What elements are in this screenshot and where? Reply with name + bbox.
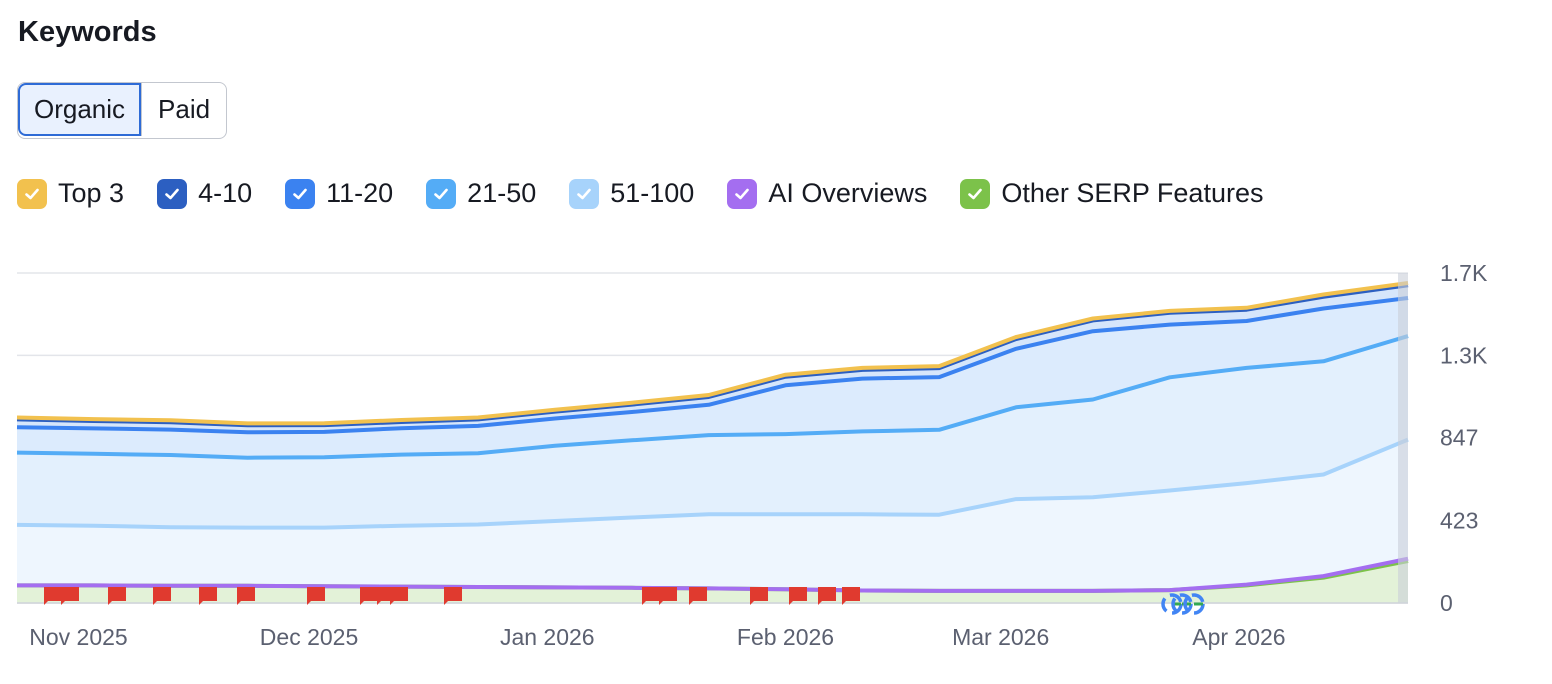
series-line-21-50 xyxy=(16,334,1409,460)
y-tick-label: 1.7K xyxy=(1440,260,1488,286)
event-flag-icon xyxy=(842,587,860,605)
check-icon xyxy=(569,178,600,209)
x-tick-label: Dec 2025 xyxy=(260,624,358,650)
event-flag-icon xyxy=(642,587,660,605)
event-flag-icon xyxy=(750,587,768,605)
legend-item-other-serp-features[interactable]: Other SERP Features xyxy=(960,178,1263,209)
series-line-top-3 xyxy=(16,281,1409,426)
x-tick-label: Nov 2025 xyxy=(29,624,127,650)
legend-label: 21-50 xyxy=(467,178,537,208)
event-flag-icon xyxy=(689,587,707,605)
y-tick-label: 1.3K xyxy=(1440,342,1488,368)
series-line-11-20 xyxy=(16,296,1409,435)
y-tick-label: 847 xyxy=(1440,425,1478,451)
legend-item-top-3[interactable]: Top 3 xyxy=(17,178,124,209)
x-tick-label: Mar 2026 xyxy=(952,624,1049,650)
event-flag-icon xyxy=(818,587,836,605)
legend-label: 51-100 xyxy=(610,178,695,208)
keywords-area-chart[interactable]: 0 423 847 1.3K 1.7K Nov 2025 Dec 2025 Jan 2026 F… xyxy=(0,240,1552,684)
x-tick-label: Apr 2026 xyxy=(1192,624,1285,650)
legend-label: AI Overviews xyxy=(768,178,928,208)
legend-item-21-50[interactable]: 21-50 xyxy=(426,178,536,209)
event-flag-icon xyxy=(360,587,378,605)
event-flag-icon xyxy=(153,587,171,605)
check-icon xyxy=(960,178,991,209)
y-tick-label: 423 xyxy=(1440,507,1478,533)
legend-item-ai-overviews[interactable]: AI Overviews xyxy=(727,178,927,209)
organic-tab[interactable]: Organic xyxy=(18,83,142,136)
x-tick-label: Jan 2026 xyxy=(500,624,595,650)
event-flag-icon xyxy=(659,587,677,605)
check-icon xyxy=(157,178,188,209)
legend-label: Top 3 xyxy=(58,178,125,208)
event-flag-icon xyxy=(789,587,807,605)
series-line-51-100 xyxy=(16,437,1409,530)
legend-item-51-100[interactable]: 51-100 xyxy=(569,178,694,209)
event-flag-icon xyxy=(390,587,408,605)
check-icon xyxy=(17,178,47,209)
legend-label: Other SERP Features xyxy=(1001,178,1264,208)
section-title: Keywords xyxy=(18,16,157,48)
check-icon xyxy=(285,178,316,209)
x-tick-label: Feb 2026 xyxy=(737,624,834,650)
legend-item-11-20[interactable]: 11-20 xyxy=(285,178,393,209)
series-line-ai-overviews xyxy=(17,556,1409,593)
organic-paid-toggle: Organic Paid xyxy=(17,82,228,139)
event-flag-icon xyxy=(199,587,217,605)
hover-cursor-band xyxy=(1398,273,1408,603)
legend-label: 4-10 xyxy=(198,178,253,208)
event-flag-icon xyxy=(444,587,462,605)
event-flag-icon xyxy=(44,587,62,605)
y-tick-label: 0 xyxy=(1440,590,1453,616)
legend-item-4-10[interactable]: 4-10 xyxy=(157,178,252,209)
event-flag-icon xyxy=(237,587,255,605)
paid-tab[interactable]: Paid xyxy=(141,83,227,136)
event-flag-icon xyxy=(108,587,126,605)
area-51-100 xyxy=(17,439,1408,603)
event-flag-icon xyxy=(307,587,325,605)
check-icon xyxy=(727,178,758,209)
legend-label: 11-20 xyxy=(326,178,394,208)
event-flag-icon xyxy=(61,587,79,605)
check-icon xyxy=(426,178,457,209)
chart-legend: Top 3 4-10 11-20 21-50 51-100 AI Overvie… xyxy=(17,178,1296,209)
